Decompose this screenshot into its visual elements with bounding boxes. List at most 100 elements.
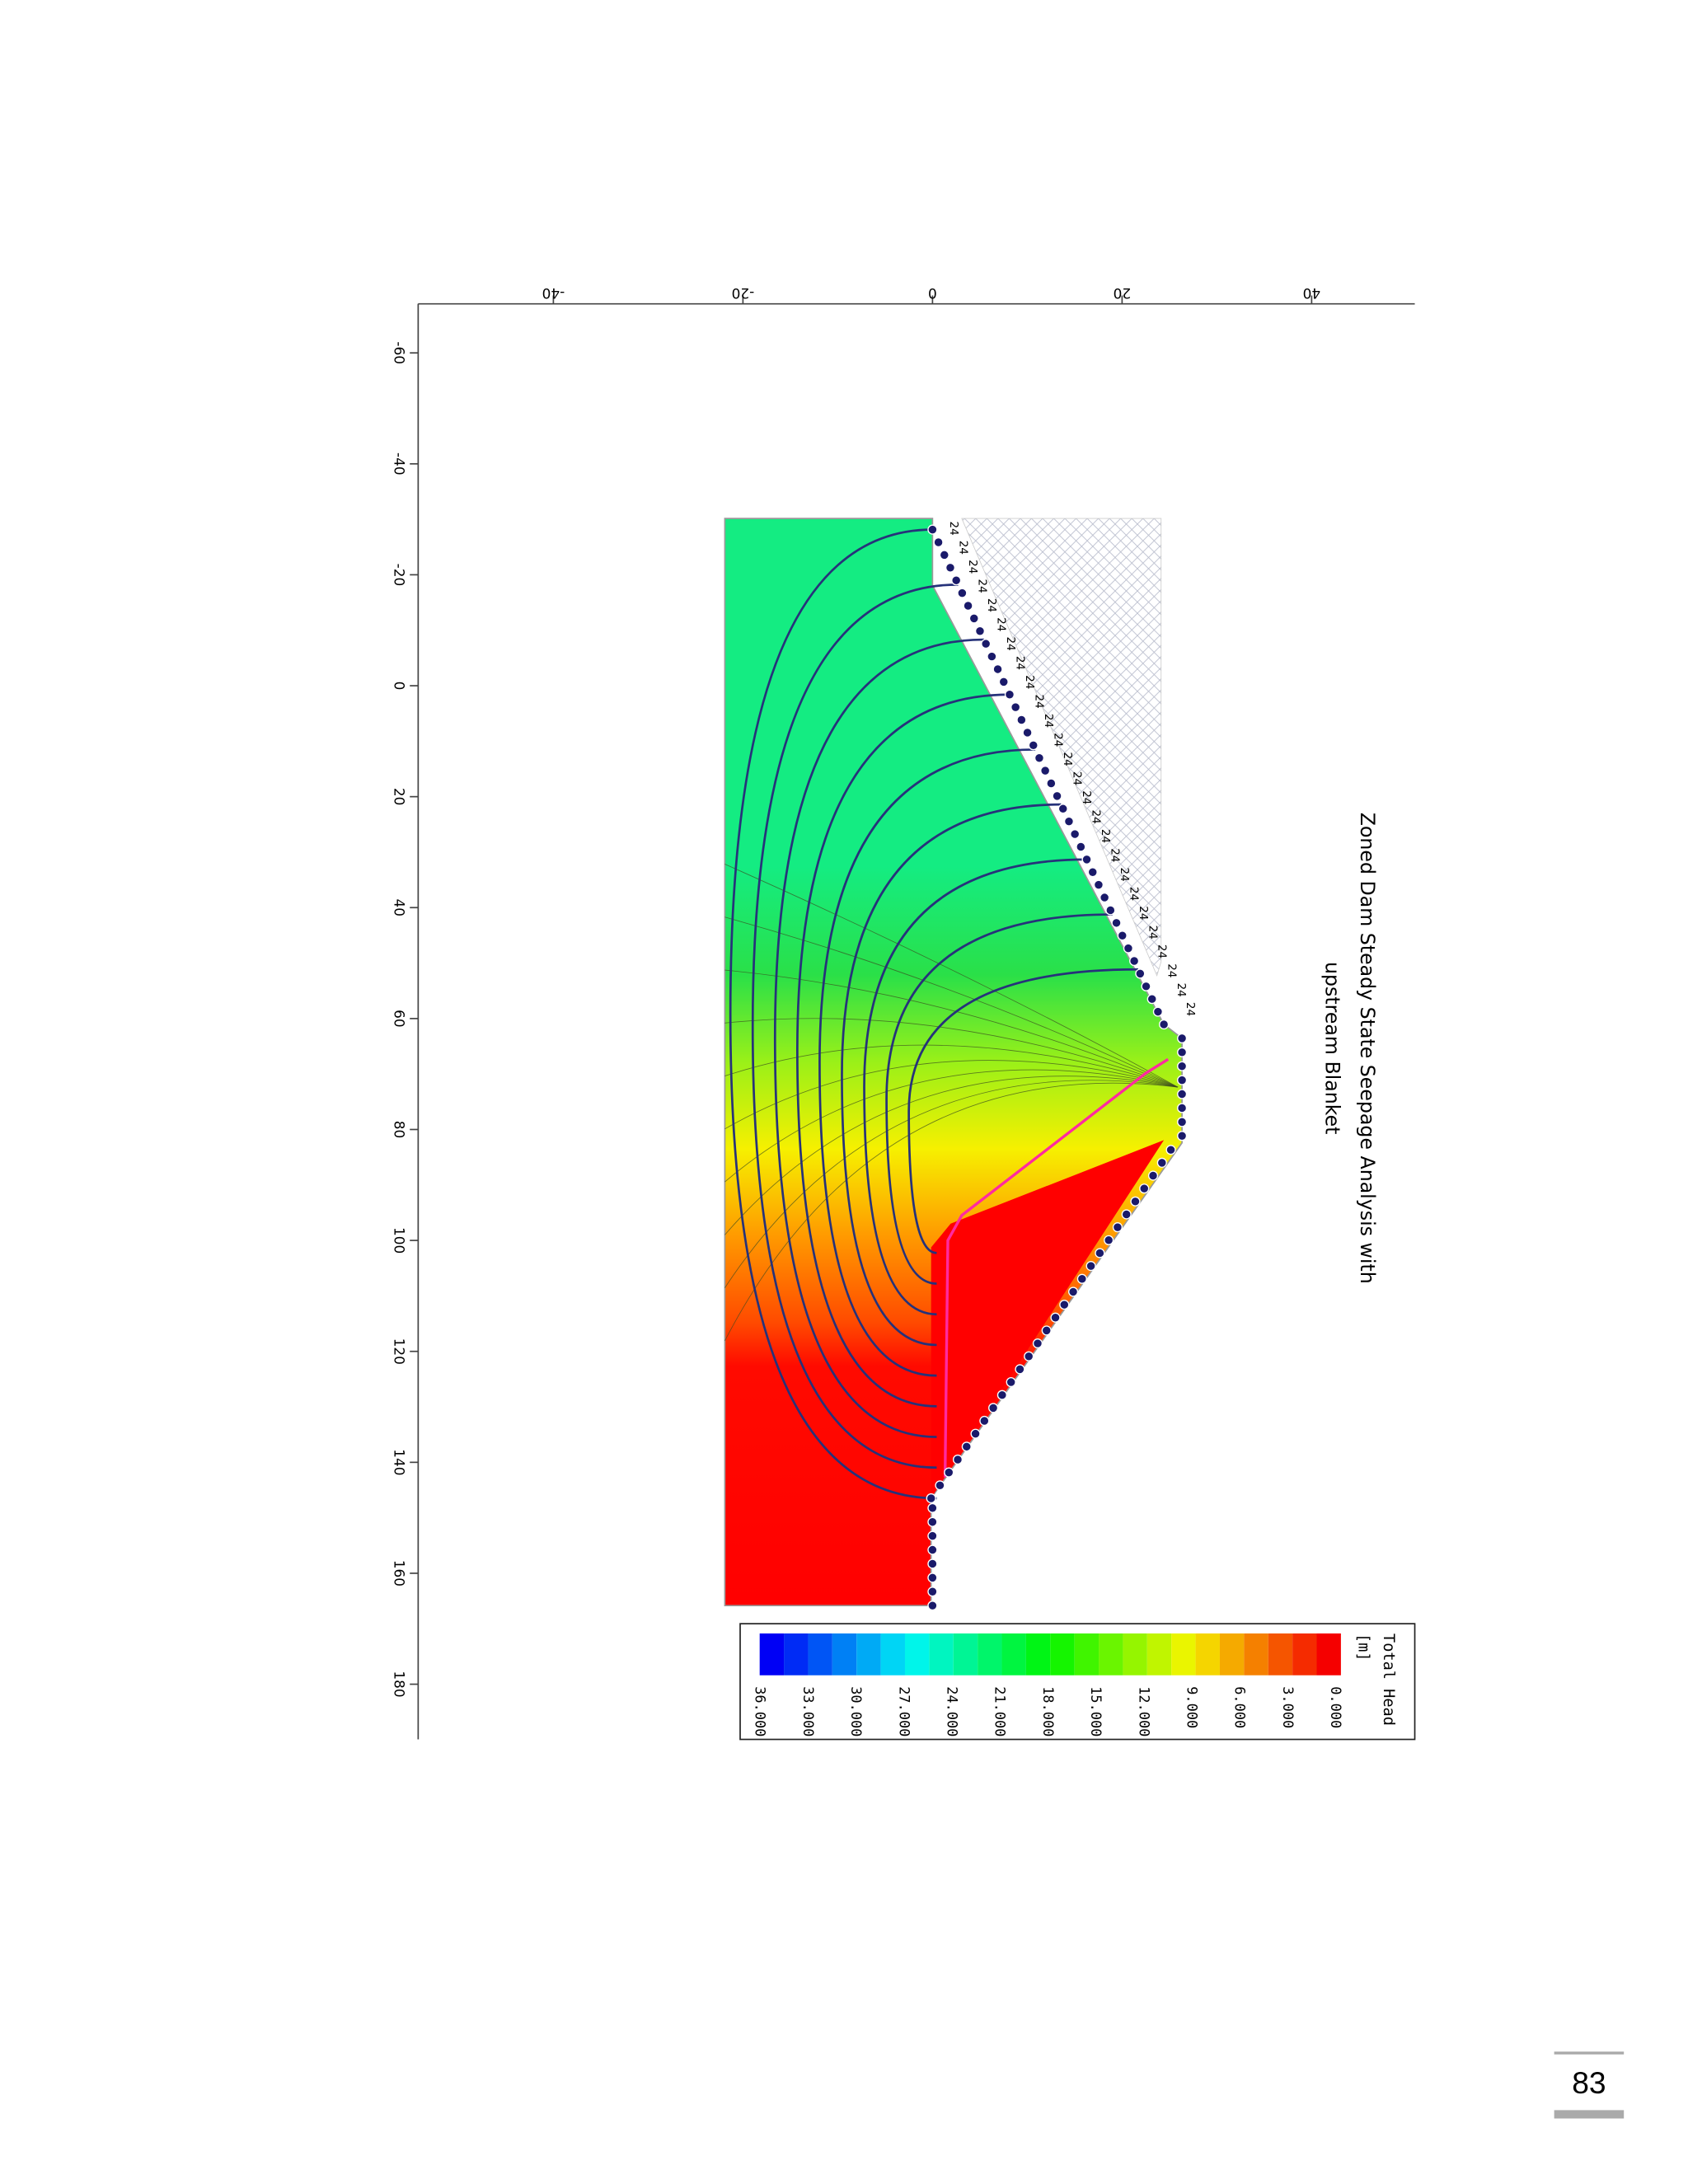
boundary-node xyxy=(981,639,992,649)
boundary-node xyxy=(1177,1131,1188,1141)
tick-label: 20 xyxy=(392,788,408,806)
boundary-label: 24 xyxy=(1137,906,1150,920)
boundary-node xyxy=(1004,689,1015,700)
boundary-label: 24 xyxy=(1146,926,1159,940)
boundary-node xyxy=(988,1403,999,1413)
legend-label: 9.000 xyxy=(1184,1686,1201,1728)
legend-swatch xyxy=(1195,1633,1220,1675)
legend-swatch xyxy=(1074,1633,1100,1675)
boundary-node xyxy=(939,550,950,560)
contour-line xyxy=(724,1076,1179,1235)
boundary-node xyxy=(1081,854,1092,865)
tick-label: -40 xyxy=(392,452,408,476)
legend-label: 24.000 xyxy=(944,1686,960,1736)
legend-swatch xyxy=(759,1633,785,1675)
boundary-node xyxy=(1117,930,1128,941)
boundary-node xyxy=(1067,1286,1079,1297)
contour-line xyxy=(724,916,1179,1088)
boundary-node xyxy=(944,1467,954,1478)
boundary-node xyxy=(1016,715,1027,725)
flow-line xyxy=(841,803,1062,1347)
tick-label: 120 xyxy=(392,1338,408,1365)
legend-label: 30.000 xyxy=(848,1686,865,1736)
boundary-label: 24 xyxy=(1165,963,1178,977)
tick-label: 140 xyxy=(392,1449,408,1475)
flow-line xyxy=(795,693,1010,1408)
boundary-node xyxy=(1177,1033,1188,1043)
tick-label: 60 xyxy=(392,1010,408,1028)
boundary-label: 24 xyxy=(956,541,969,555)
flow-line xyxy=(907,968,1138,1254)
legend-swatch xyxy=(1219,1633,1245,1675)
legend-swatch xyxy=(929,1633,954,1675)
legend-swatch xyxy=(1146,1633,1172,1675)
tick-label: -60 xyxy=(392,341,408,364)
boundary-node xyxy=(1063,816,1075,827)
boundary-label: 24 xyxy=(1175,983,1188,997)
boundary-node xyxy=(945,562,956,573)
boundary-node xyxy=(979,1415,990,1427)
boundary-node xyxy=(1156,1157,1167,1168)
legend-swatch xyxy=(978,1633,1002,1675)
flow-line xyxy=(729,528,937,1500)
boundary-label: 24 xyxy=(1004,637,1017,651)
tick-label: 20 xyxy=(1114,285,1132,302)
boundary-node xyxy=(927,1502,938,1513)
tick-label: 100 xyxy=(392,1227,408,1254)
legend-swatch xyxy=(880,1633,905,1675)
boundary-node xyxy=(1032,1338,1043,1349)
boundary-node xyxy=(1121,1209,1132,1220)
boundary-label: 24 xyxy=(1032,695,1045,709)
legend-swatch xyxy=(1171,1633,1196,1675)
legend-label: 12.000 xyxy=(1136,1686,1152,1736)
legend-swatch xyxy=(784,1633,809,1675)
boundary-node xyxy=(927,1572,938,1583)
boundary-label: 24 xyxy=(1184,1002,1197,1016)
boundary-node xyxy=(1006,1376,1016,1388)
boundary-node xyxy=(927,1601,938,1611)
boundary-label: 24 xyxy=(994,617,1007,631)
boundary-node xyxy=(1177,1089,1188,1099)
legend-swatch xyxy=(1244,1633,1268,1675)
legend-label: 6.000 xyxy=(1232,1686,1249,1728)
tick-label: 0 xyxy=(392,682,408,691)
boundary-node xyxy=(927,1586,938,1597)
figure-title: Zoned Dam Steady State Seepage Analysis … xyxy=(1356,813,1379,1284)
boundary-node xyxy=(1135,968,1146,979)
flow-line xyxy=(751,583,959,1469)
phreatic-line xyxy=(943,1057,1170,1478)
boundary-node xyxy=(1177,1075,1188,1085)
flow-line xyxy=(885,913,1113,1285)
legend-swatch xyxy=(904,1633,930,1675)
legend-swatch xyxy=(1268,1633,1293,1675)
legend-label: 21.000 xyxy=(992,1686,1009,1736)
contour-line xyxy=(724,864,1179,1088)
legend-label: 0.000 xyxy=(1328,1686,1344,1728)
contour-line xyxy=(724,1018,1179,1088)
tick-label: -40 xyxy=(542,285,565,302)
boundary-node xyxy=(1041,1325,1052,1336)
tick-label: 180 xyxy=(392,1671,408,1697)
tick-label: 160 xyxy=(392,1560,408,1586)
boundary-label: 24 xyxy=(1051,733,1064,747)
boundary-node xyxy=(1028,740,1039,751)
boundary-node xyxy=(1015,1364,1025,1375)
boundary-node xyxy=(974,626,986,636)
legend-swatch xyxy=(1001,1633,1026,1675)
boundary-node xyxy=(963,600,973,612)
tick-label: -20 xyxy=(732,285,755,302)
boundary-node xyxy=(1050,1312,1061,1323)
boundary-node xyxy=(1070,828,1081,840)
boundary-label: 24 xyxy=(975,579,988,593)
boundary-label: 24 xyxy=(1013,656,1026,670)
boundary-node xyxy=(1057,804,1068,814)
boundary-label: 24 xyxy=(1023,675,1036,689)
boundary-node xyxy=(968,613,979,624)
boundary-node xyxy=(998,677,1009,687)
boundary-node xyxy=(1112,1222,1123,1233)
boundary-node xyxy=(927,1516,938,1527)
contour-line xyxy=(724,969,1179,1088)
boundary-node xyxy=(1087,867,1098,878)
flow-line xyxy=(773,638,984,1438)
tick-label: 80 xyxy=(392,1121,408,1139)
